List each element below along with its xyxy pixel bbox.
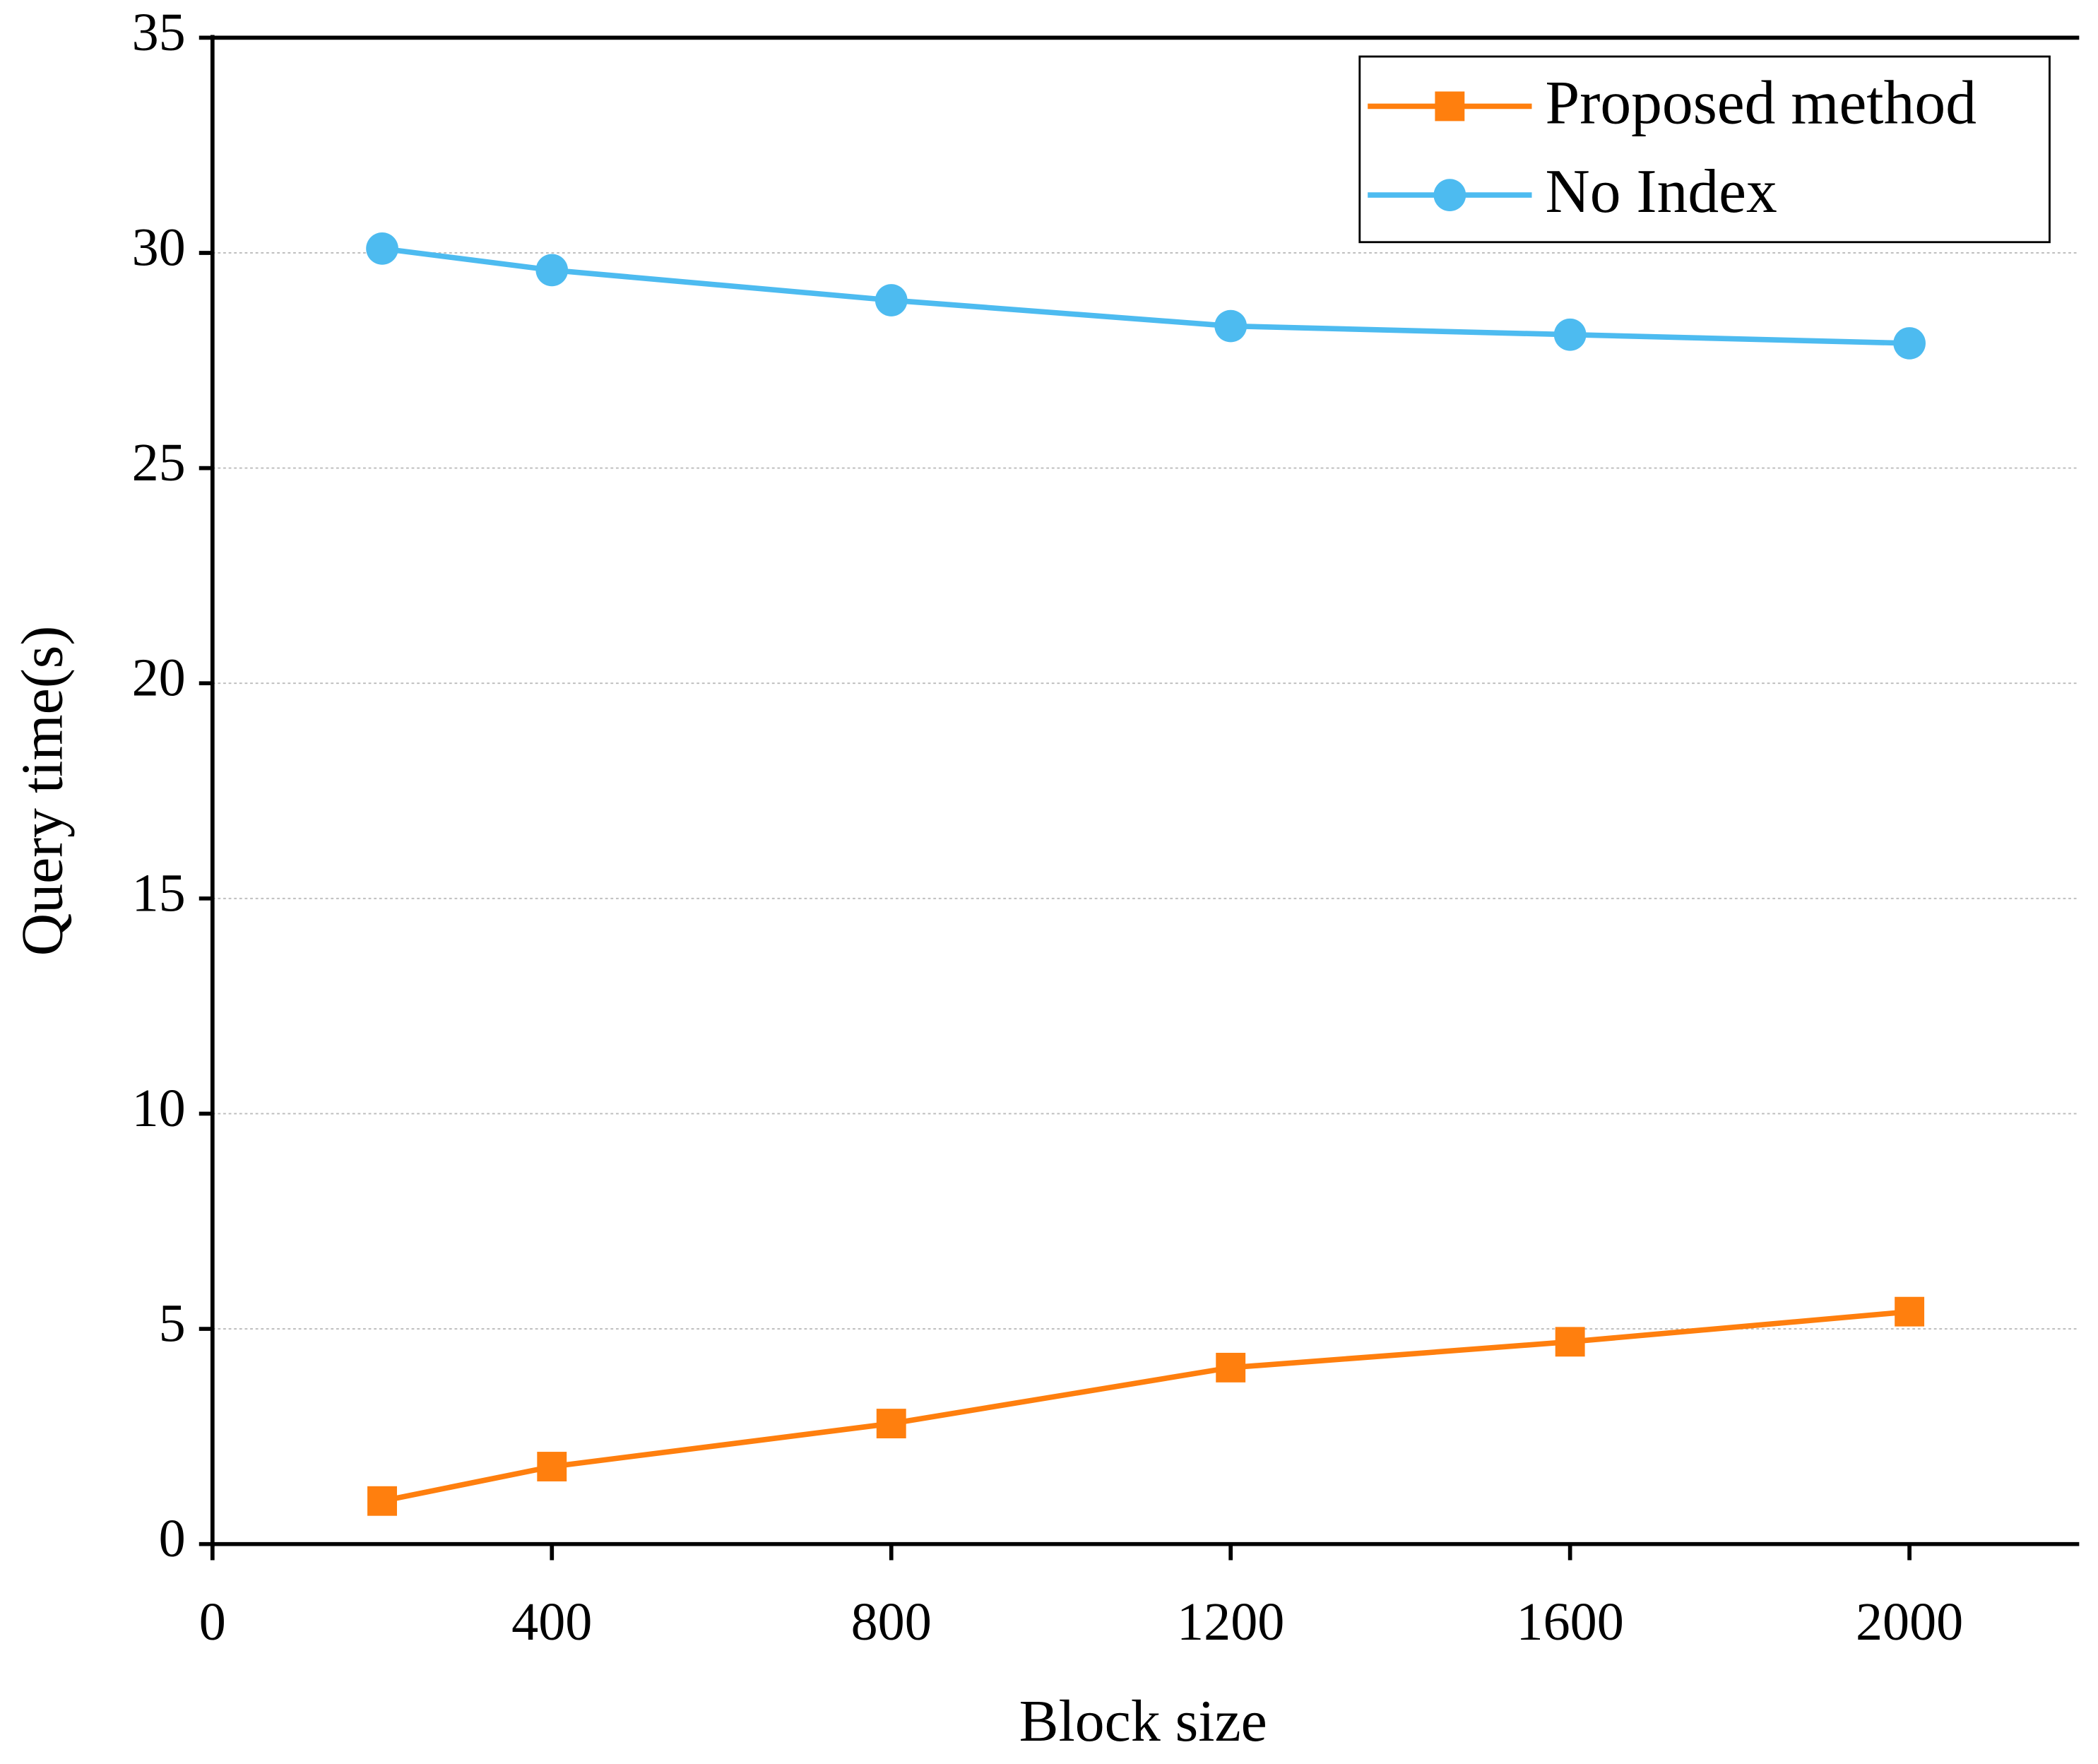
marker (1216, 1352, 1246, 1383)
marker (1435, 91, 1465, 122)
marker (1553, 318, 1587, 351)
marker (535, 254, 569, 287)
legend-label: Proposed method (1546, 68, 1976, 136)
y-tick-label: 15 (132, 863, 186, 923)
marker (1893, 327, 1926, 360)
x-tick-label: 1600 (1517, 1592, 1624, 1652)
y-tick-label: 25 (132, 433, 186, 492)
x-tick-label: 0 (199, 1592, 226, 1652)
y-tick-label: 35 (132, 3, 186, 62)
x-tick-label: 1200 (1177, 1592, 1284, 1652)
marker (1895, 1296, 1925, 1327)
y-axis-label: Query time(s) (10, 626, 76, 956)
marker (1433, 179, 1466, 211)
x-tick-label: 400 (511, 1592, 592, 1652)
marker (367, 1486, 397, 1516)
marker (876, 1409, 906, 1439)
series-line (381, 1308, 1910, 1504)
x-axis-label: Block size (1019, 1688, 1267, 1754)
marker (1555, 1327, 1585, 1357)
legend-box (1358, 55, 2051, 244)
y-tick-label: 10 (132, 1079, 186, 1138)
y-tick-label: 30 (132, 218, 186, 277)
marker (1214, 309, 1247, 343)
series-line (381, 246, 1910, 346)
marker (366, 232, 398, 265)
x-tick-label: 2000 (1856, 1592, 1963, 1652)
marker (875, 284, 908, 316)
legend-label: No Index (1546, 157, 1777, 225)
y-tick-label: 20 (132, 649, 186, 708)
y-tick-label: 0 (159, 1509, 186, 1568)
marker (537, 1452, 567, 1481)
y-tick-label: 5 (159, 1294, 186, 1354)
x-tick-label: 800 (851, 1592, 932, 1652)
